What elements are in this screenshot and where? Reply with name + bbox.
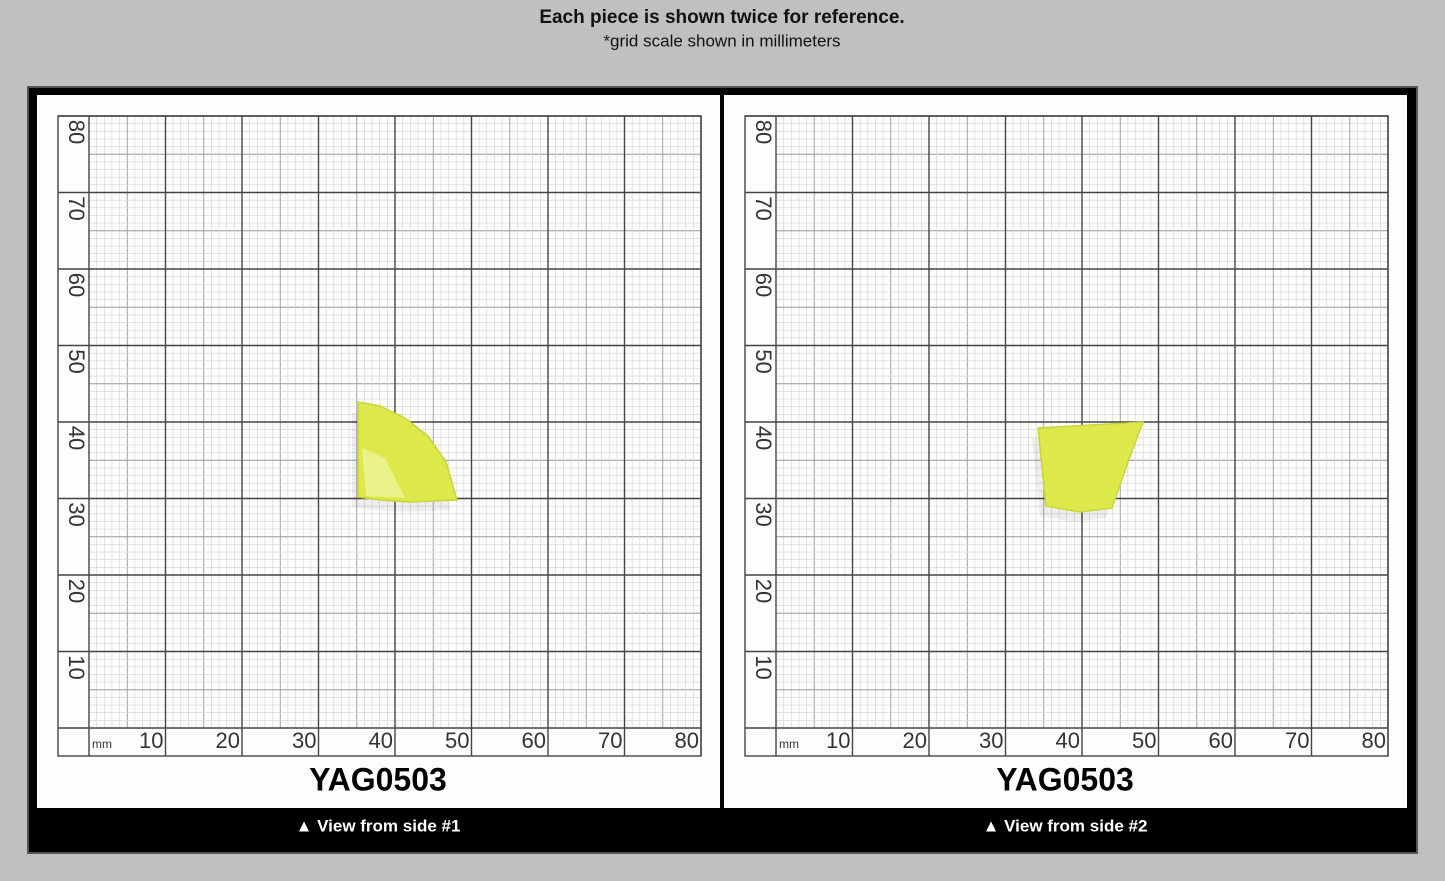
y-scale-label: 50 bbox=[64, 349, 89, 373]
x-scale-label: 10 bbox=[139, 728, 163, 753]
y-scale-label: 20 bbox=[751, 579, 776, 603]
y-scale-label: 60 bbox=[64, 273, 89, 297]
x-scale-label: 30 bbox=[979, 728, 1003, 753]
x-scale-label: 70 bbox=[1285, 728, 1309, 753]
unit-label: mm bbox=[779, 737, 799, 751]
subtitle: *grid scale shown in millimeters bbox=[603, 31, 840, 50]
y-scale-label: 60 bbox=[751, 273, 776, 297]
x-scale-label: 20 bbox=[216, 728, 240, 753]
y-scale-label: 70 bbox=[64, 196, 89, 220]
gem-facet bbox=[362, 448, 405, 498]
panel: mm 10 20 30 40 50 60 70 80 80 70 60 50 40 30 20 10 YAG050… bbox=[37, 95, 720, 835]
x-scale-label: 80 bbox=[675, 728, 699, 753]
x-scale-label: 40 bbox=[1056, 728, 1080, 753]
title: Each piece is shown twice for reference. bbox=[539, 7, 904, 28]
y-scale-label: 30 bbox=[64, 502, 89, 526]
y-scale-label: 50 bbox=[751, 349, 776, 373]
x-scale-label: 30 bbox=[292, 728, 316, 753]
y-scale-label: 80 bbox=[64, 120, 89, 144]
x-scale-label: 70 bbox=[598, 728, 622, 753]
x-scale-label: 80 bbox=[1362, 728, 1386, 753]
x-scale-label: 10 bbox=[826, 728, 850, 753]
x-scale-label: 40 bbox=[369, 728, 393, 753]
y-scale-label: 10 bbox=[751, 655, 776, 679]
y-scale-label: 10 bbox=[64, 655, 89, 679]
y-scale-label: 70 bbox=[751, 196, 776, 220]
caption: ▲ View from side #1 bbox=[296, 816, 461, 835]
x-scale-label: 20 bbox=[903, 728, 927, 753]
x-scale-label: 60 bbox=[1209, 728, 1233, 753]
grid-border bbox=[57, 115, 702, 757]
y-scale-label: 30 bbox=[751, 502, 776, 526]
grid-border bbox=[744, 115, 1389, 757]
gem bbox=[1037, 421, 1145, 513]
x-scale-label: 60 bbox=[522, 728, 546, 753]
unit-label: mm bbox=[92, 737, 112, 751]
piece-label: YAG0503 bbox=[996, 761, 1134, 797]
piece-label: YAG0503 bbox=[309, 761, 447, 797]
y-scale-label: 20 bbox=[64, 579, 89, 603]
x-scale-label: 50 bbox=[445, 728, 469, 753]
y-scale-label: 40 bbox=[751, 426, 776, 450]
caption: ▲ View from side #2 bbox=[983, 816, 1148, 835]
y-scale-label: 80 bbox=[751, 120, 776, 144]
y-scale-label: 40 bbox=[64, 426, 89, 450]
panel: mm 10 20 30 40 50 60 70 80 80 70 60 50 40 30 20 10 YAG050… bbox=[724, 95, 1407, 835]
x-scale-label: 50 bbox=[1132, 728, 1156, 753]
